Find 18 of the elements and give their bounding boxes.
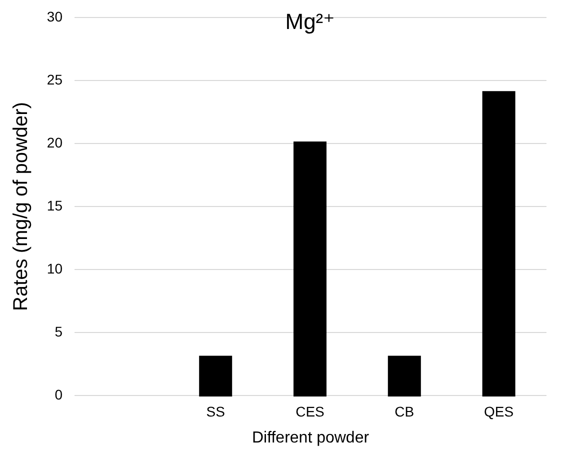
x-tick-label: QES xyxy=(484,404,514,420)
y-tick-label: 0 xyxy=(54,386,63,402)
chart-title: Mg²⁺ xyxy=(285,9,335,34)
y-axis-title: Rates (mg/g of powder) xyxy=(10,102,32,311)
y-tick-label: 15 xyxy=(46,198,63,214)
bar xyxy=(388,356,421,396)
y-tick-label: 30 xyxy=(46,8,63,24)
x-tick-label: SS xyxy=(206,404,225,420)
y-tick-label: 20 xyxy=(46,134,63,150)
y-tick-label: 10 xyxy=(46,260,63,276)
x-tick-label: CB xyxy=(394,404,414,420)
y-tick-label: 5 xyxy=(54,324,63,340)
bar xyxy=(294,142,326,396)
y-tick-label: 25 xyxy=(46,72,63,88)
bar xyxy=(482,91,516,396)
x-tick-label: CES xyxy=(296,404,324,420)
bar xyxy=(199,356,232,396)
x-axis-title: Different powder xyxy=(252,430,370,446)
